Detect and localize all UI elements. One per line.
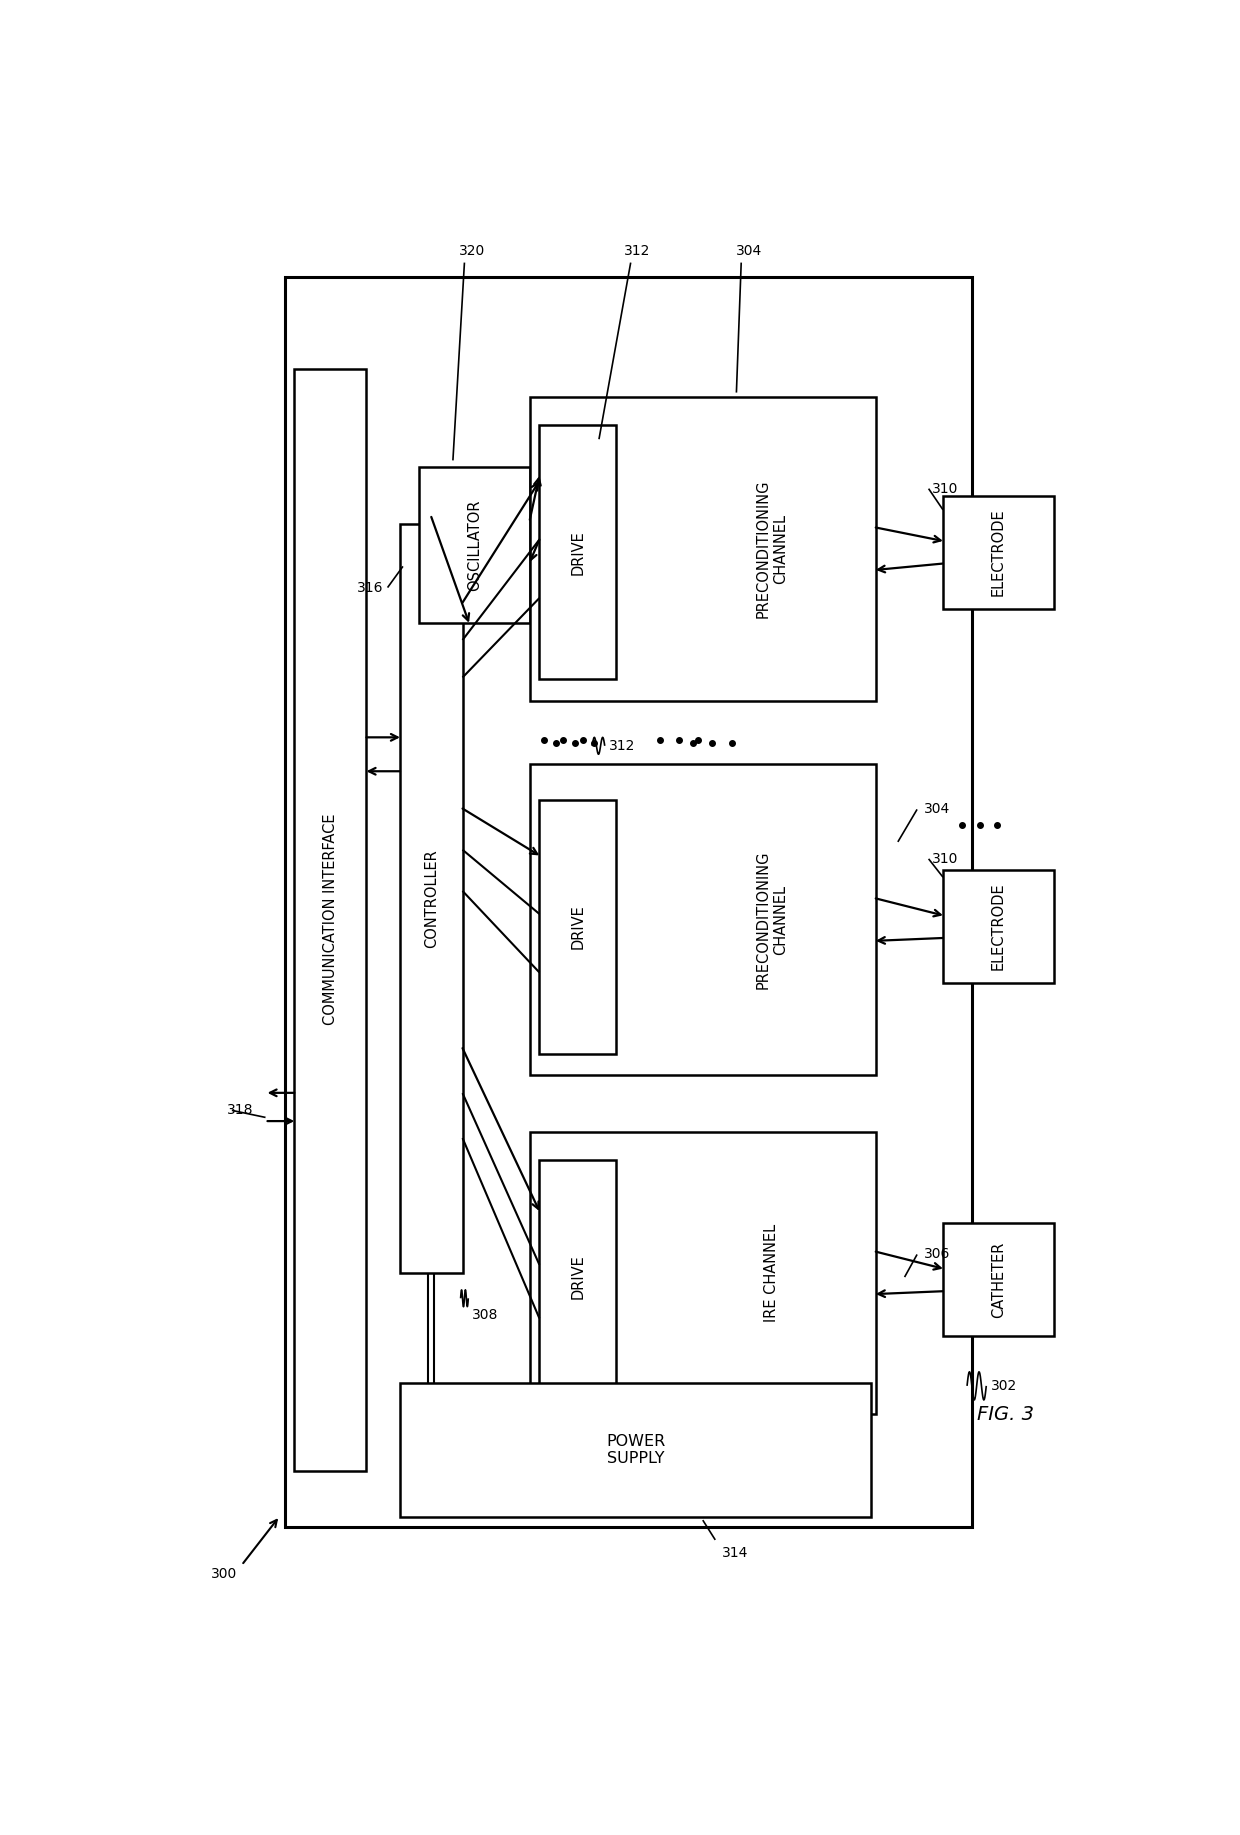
Text: COMMUNICATION INTERFACE: COMMUNICATION INTERFACE [322,815,337,1026]
Bar [942,495,1054,609]
Bar [942,870,1054,984]
Text: POWER
SUPPLY: POWER SUPPLY [606,1433,665,1466]
Text: CONTROLLER: CONTROLLER [424,850,439,949]
Bar [942,1224,1054,1336]
Bar [419,468,529,622]
Text: 308: 308 [472,1308,498,1323]
Bar [529,1132,875,1415]
Bar [401,525,463,1273]
Bar [401,1384,870,1518]
Bar [529,763,875,1075]
Text: DRIVE: DRIVE [570,1253,585,1299]
Text: FIG. 3: FIG. 3 [977,1404,1034,1424]
Text: 310: 310 [931,481,957,495]
Text: PRECONDITIONING
CHANNEL: PRECONDITIONING CHANNEL [755,850,789,989]
Text: 302: 302 [991,1378,1017,1393]
Text: 304: 304 [924,802,950,817]
Text: 300: 300 [211,1567,237,1580]
Text: 314: 314 [722,1545,749,1560]
Bar [539,426,616,679]
Text: 320: 320 [459,244,485,259]
Text: 312: 312 [624,244,651,259]
Text: 304: 304 [735,244,763,259]
Text: ELECTRODE: ELECTRODE [991,508,1006,596]
Text: DRIVE: DRIVE [570,905,585,949]
Text: 306: 306 [924,1248,950,1261]
Text: 310: 310 [931,851,957,866]
Text: CATHETER: CATHETER [991,1242,1006,1318]
Text: DRIVE: DRIVE [570,530,585,574]
Bar [285,277,972,1527]
Text: 318: 318 [227,1103,253,1118]
Text: ELECTRODE: ELECTRODE [991,883,1006,971]
Bar [294,369,367,1470]
Bar [539,800,616,1053]
Text: OSCILLATOR: OSCILLATOR [467,499,482,591]
Text: 312: 312 [609,740,635,752]
Text: PRECONDITIONING
CHANNEL: PRECONDITIONING CHANNEL [755,479,789,618]
Text: 316: 316 [357,580,383,595]
Text: IRE CHANNEL: IRE CHANNEL [765,1224,780,1321]
Bar [529,396,875,701]
Bar [539,1160,616,1393]
